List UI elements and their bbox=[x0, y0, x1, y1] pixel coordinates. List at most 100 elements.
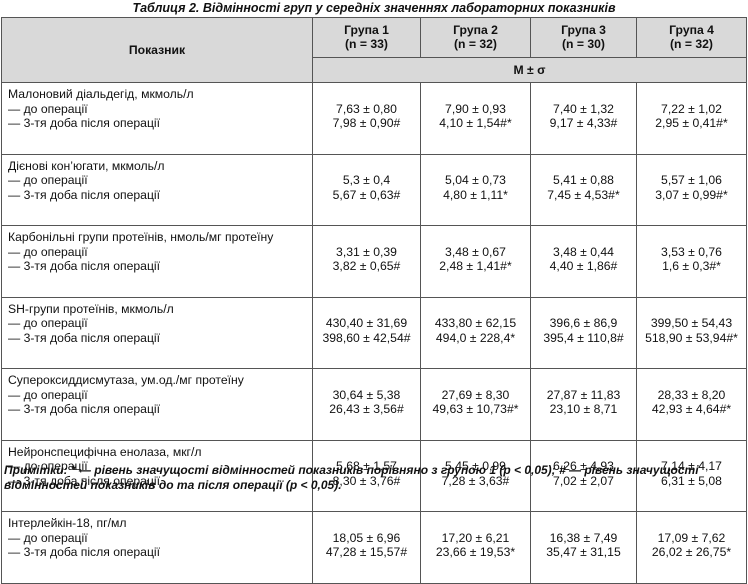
group-name: Група 2 bbox=[453, 23, 498, 38]
value-before: 28,33 ± 8,20 bbox=[657, 387, 726, 402]
indicator-title: Дієнові кон’югати, мкмоль/л bbox=[8, 158, 165, 173]
indicator-cell: Супероксиддисмутаза, ум.од./мг протеїну —… bbox=[1, 368, 313, 441]
table-caption: Таблиця 2. Відмінності груп у середніх з… bbox=[132, 1, 616, 15]
value-cell-group-4: 399,50 ± 54,43 518,90 ± 53,94#* bbox=[636, 296, 747, 369]
value-after: 9,17 ± 4,33# bbox=[549, 116, 618, 130]
value-before: 7,14 ± 4,17 bbox=[661, 459, 722, 473]
table-row: SH-групи протеїнів, мкмоль/л — до операці… bbox=[1, 296, 747, 369]
group-name: Група 3 bbox=[561, 23, 606, 38]
indicator-cell: Дієнові кон’югати, мкмоль/л — до операції… bbox=[1, 153, 313, 226]
value-after: 1,6 ± 0,3#* bbox=[662, 259, 721, 273]
value-before: 30,64 ± 5,38 bbox=[332, 387, 401, 402]
after-label: — 3-тя доба після операції bbox=[8, 187, 161, 202]
value-before: 399,50 ± 54,43 bbox=[650, 316, 733, 330]
value-after: 6,31 ± 5,08 bbox=[661, 473, 722, 488]
group-name: Група 4 bbox=[669, 23, 714, 38]
indicator-cell: Інтерлейкін-18, пг/мл — до операції — 3-тя… bbox=[1, 511, 313, 584]
table-row: Нейронспецифічна енолаза, мкг/л — до опер… bbox=[1, 439, 747, 512]
value-before: 7,40 ± 1,32 bbox=[553, 101, 614, 116]
value-cell-group-2: 5,04 ± 0,73 4,80 ± 1,11* bbox=[420, 153, 531, 226]
value-before: 7,90 ± 0,93 bbox=[445, 101, 506, 116]
before-label: — до операції bbox=[8, 459, 88, 473]
after-label: — 3-тя доба після операції bbox=[8, 116, 161, 130]
value-after: 3,07 ± 0,99#* bbox=[655, 187, 728, 202]
group-n: (n = 33) bbox=[344, 37, 388, 52]
value-cell-group-1: 430,40 ± 31,69 398,60 ± 42,54# bbox=[312, 296, 421, 369]
value-after: 494,0 ± 228,4* bbox=[435, 330, 516, 345]
before-label: — до операції bbox=[8, 101, 88, 116]
value-after: 26,43 ± 3,56# bbox=[329, 402, 404, 416]
value-after: 4,10 ± 1,54#* bbox=[439, 116, 512, 130]
value-cell-group-2: 3,48 ± 0,67 2,48 ± 1,41#* bbox=[420, 225, 531, 298]
value-before: 7,63 ± 0,80 bbox=[336, 101, 397, 116]
value-before: 5,41 ± 0,88 bbox=[553, 173, 614, 187]
value-cell-group-2: 5,45 ± 0,99 7,28 ± 3,63# bbox=[420, 439, 531, 512]
value-after: 4,80 ± 1,11* bbox=[443, 187, 508, 202]
value-before: 5,3 ± 0,4 bbox=[342, 173, 391, 187]
lab-table: Показник Група 1 (n = 33) Група 2 (n = 3… bbox=[1, 17, 747, 584]
value-cell-group-2: 7,90 ± 0,93 4,10 ± 1,54#* bbox=[420, 82, 531, 155]
indicator-cell: Малоновий діальдегід, мкмоль/л — до опера… bbox=[1, 82, 313, 155]
value-cell-group-4: 7,14 ± 4,17 6,31 ± 5,08 bbox=[636, 439, 747, 512]
value-after: 7,28 ± 3,63# bbox=[441, 473, 510, 488]
value-before: 6,26 ± 4,93 bbox=[553, 459, 614, 473]
indicator-title: Нейронспецифічна енолаза, мкг/л bbox=[8, 444, 202, 459]
after-label: — 3-тя доба після операції bbox=[8, 259, 161, 273]
group-n: (n = 30) bbox=[561, 37, 605, 52]
value-cell-group-2: 27,69 ± 8,30 49,63 ± 10,73#* bbox=[420, 368, 531, 441]
value-after: 5,67 ± 0,63# bbox=[332, 187, 401, 202]
value-after: 47,28 ± 15,57# bbox=[325, 545, 408, 559]
value-after: 7,45 ± 4,53#* bbox=[547, 187, 620, 202]
value-after: 7,98 ± 0,90# bbox=[332, 116, 401, 130]
group-n: (n = 32) bbox=[669, 37, 713, 52]
value-cell-group-3: 7,40 ± 1,32 9,17 ± 4,33# bbox=[530, 82, 637, 155]
value-cell-group-1: 5,68 ± 1,57 8,30 ± 3,76# bbox=[312, 439, 421, 512]
value-after: 35,47 ± 31,15 bbox=[546, 545, 621, 559]
value-cell-group-4: 5,57 ± 1,06 3,07 ± 0,99#* bbox=[636, 153, 747, 226]
before-label: — до операції bbox=[8, 173, 88, 187]
value-cell-group-2: 433,80 ± 62,15 494,0 ± 228,4* bbox=[420, 296, 531, 369]
indicator-title: Супероксиддисмутаза, ум.од./мг протеїну bbox=[8, 373, 244, 387]
table-row: Дієнові кон’югати, мкмоль/л — до операції… bbox=[1, 153, 747, 226]
value-after: 2,48 ± 1,41#* bbox=[439, 259, 512, 273]
header-stat: M ± σ bbox=[312, 56, 747, 84]
table-row: Карбонільні групи протеїнів, нмоль/мг пр… bbox=[1, 225, 747, 298]
value-after: 3,82 ± 0,65# bbox=[332, 259, 401, 273]
table-notes: Примітки: * — рівень значущості відмінно… bbox=[4, 463, 699, 492]
after-label: — 3-тя доба після операції bbox=[8, 473, 161, 488]
value-before: 3,48 ± 0,67 bbox=[445, 244, 506, 259]
value-cell-group-1: 18,05 ± 6,96 47,28 ± 15,57# bbox=[312, 511, 421, 584]
before-label: — до операції bbox=[8, 316, 88, 330]
value-cell-group-2: 17,20 ± 6,21 23,66 ± 19,53* bbox=[420, 511, 531, 584]
value-after: 49,63 ± 10,73#* bbox=[432, 402, 519, 416]
value-before: 5,57 ± 1,06 bbox=[661, 173, 722, 187]
value-cell-group-1: 7,63 ± 0,80 7,98 ± 0,90# bbox=[312, 82, 421, 155]
value-after: 23,66 ± 19,53* bbox=[435, 545, 516, 559]
table-row: Малоновий діальдегід, мкмоль/л — до опера… bbox=[1, 82, 747, 155]
value-cell-group-3: 3,48 ± 0,44 4,40 ± 1,86# bbox=[530, 225, 637, 298]
value-after: 42,93 ± 4,64#* bbox=[651, 402, 732, 416]
header-group-4: Група 4 (n = 32) bbox=[636, 17, 747, 58]
indicator-title: Малоновий діальдегід, мкмоль/л bbox=[8, 87, 194, 101]
group-n: (n = 32) bbox=[453, 37, 497, 52]
after-label: — 3-тя доба після операції bbox=[8, 330, 161, 345]
value-before: 17,20 ± 6,21 bbox=[441, 530, 510, 545]
value-after: 8,30 ± 3,76# bbox=[332, 473, 401, 488]
value-cell-group-3: 396,6 ± 86,9 395,4 ± 110,8# bbox=[530, 296, 637, 369]
value-cell-group-4: 17,09 ± 7,62 26,02 ± 26,75* bbox=[636, 511, 747, 584]
value-before: 3,31 ± 0,39 bbox=[336, 244, 397, 259]
before-label: — до операції bbox=[8, 387, 88, 402]
header-group-3: Група 3 (n = 30) bbox=[530, 17, 637, 58]
table-row: Супероксиддисмутаза, ум.од./мг протеїну —… bbox=[1, 368, 747, 441]
value-before: 3,53 ± 0,76 bbox=[661, 244, 722, 259]
value-before: 16,38 ± 7,49 bbox=[549, 530, 618, 545]
value-after: 7,02 ± 2,07 bbox=[553, 473, 614, 488]
value-before: 396,6 ± 86,9 bbox=[549, 316, 618, 330]
value-after: 4,40 ± 1,86# bbox=[549, 259, 618, 273]
value-cell-group-1: 5,3 ± 0,4 5,67 ± 0,63# bbox=[312, 153, 421, 226]
value-before: 27,87 ± 11,83 bbox=[546, 387, 621, 402]
value-before: 7,22 ± 1,02 bbox=[661, 101, 722, 116]
value-cell-group-1: 3,31 ± 0,39 3,82 ± 0,65# bbox=[312, 225, 421, 298]
header-group-2: Група 2 (n = 32) bbox=[420, 17, 531, 58]
value-after: 398,60 ± 42,54# bbox=[322, 330, 411, 345]
